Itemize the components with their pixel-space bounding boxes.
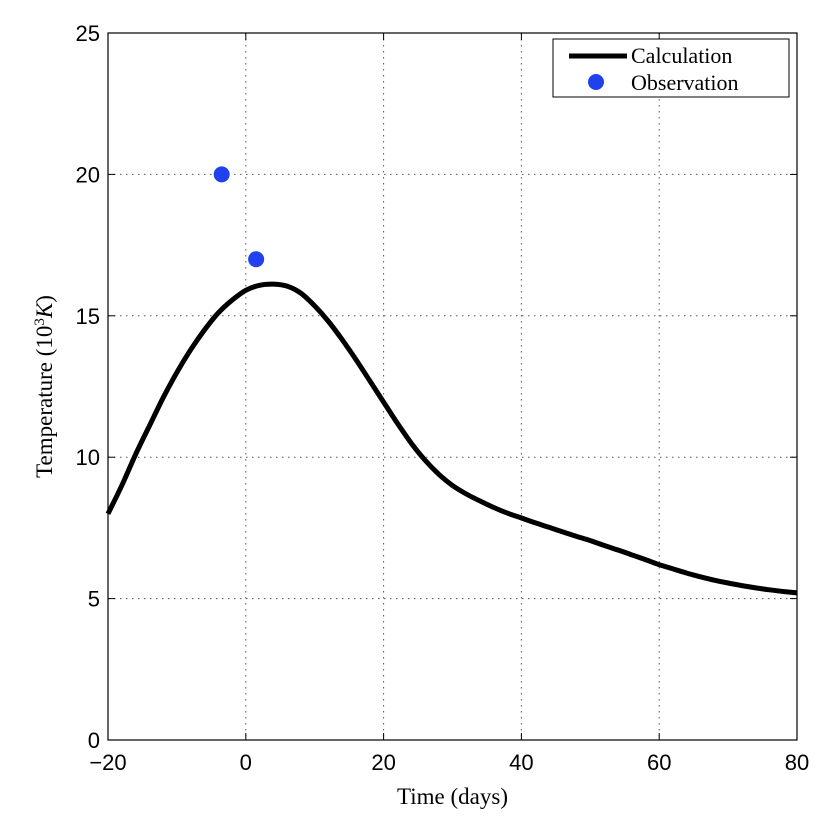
x-tick-label: 80 (785, 750, 809, 775)
legend-label-calculation: Calculation (631, 43, 732, 68)
x-tick-label: −20 (89, 750, 126, 775)
y-axis-title-unit: K (32, 301, 57, 319)
y-tick-label: 25 (76, 21, 100, 46)
y-axis-title: Temperature (103K) (32, 295, 57, 478)
y-tick-label: 0 (88, 728, 100, 753)
grid-layer (108, 33, 797, 740)
x-axis-title: Time (days) (397, 784, 508, 809)
y-axis-title-sup: 3 (32, 318, 48, 326)
observation-point (248, 251, 265, 268)
calculation-line (105, 281, 798, 596)
y-tick-label: 15 (76, 304, 100, 329)
y-tick-label: 5 (88, 587, 100, 612)
x-tick-label: 60 (647, 750, 671, 775)
axes-box (107, 32, 798, 741)
legend: Calculation Observation (552, 38, 790, 98)
y-tick-label: 20 (76, 162, 100, 187)
y-axis-title-main: Temperature (10 (32, 326, 57, 478)
legend-marker-swatch (588, 74, 604, 90)
y-axis-title-close: ) (32, 295, 57, 303)
observation-point (213, 166, 230, 183)
y-tick-label: 10 (76, 445, 100, 470)
x-tick-label: 20 (371, 750, 395, 775)
x-tick-label: 40 (509, 750, 533, 775)
x-tick-label: 0 (240, 750, 252, 775)
legend-label-observation: Observation (631, 70, 739, 95)
series-layer (105, 166, 798, 596)
